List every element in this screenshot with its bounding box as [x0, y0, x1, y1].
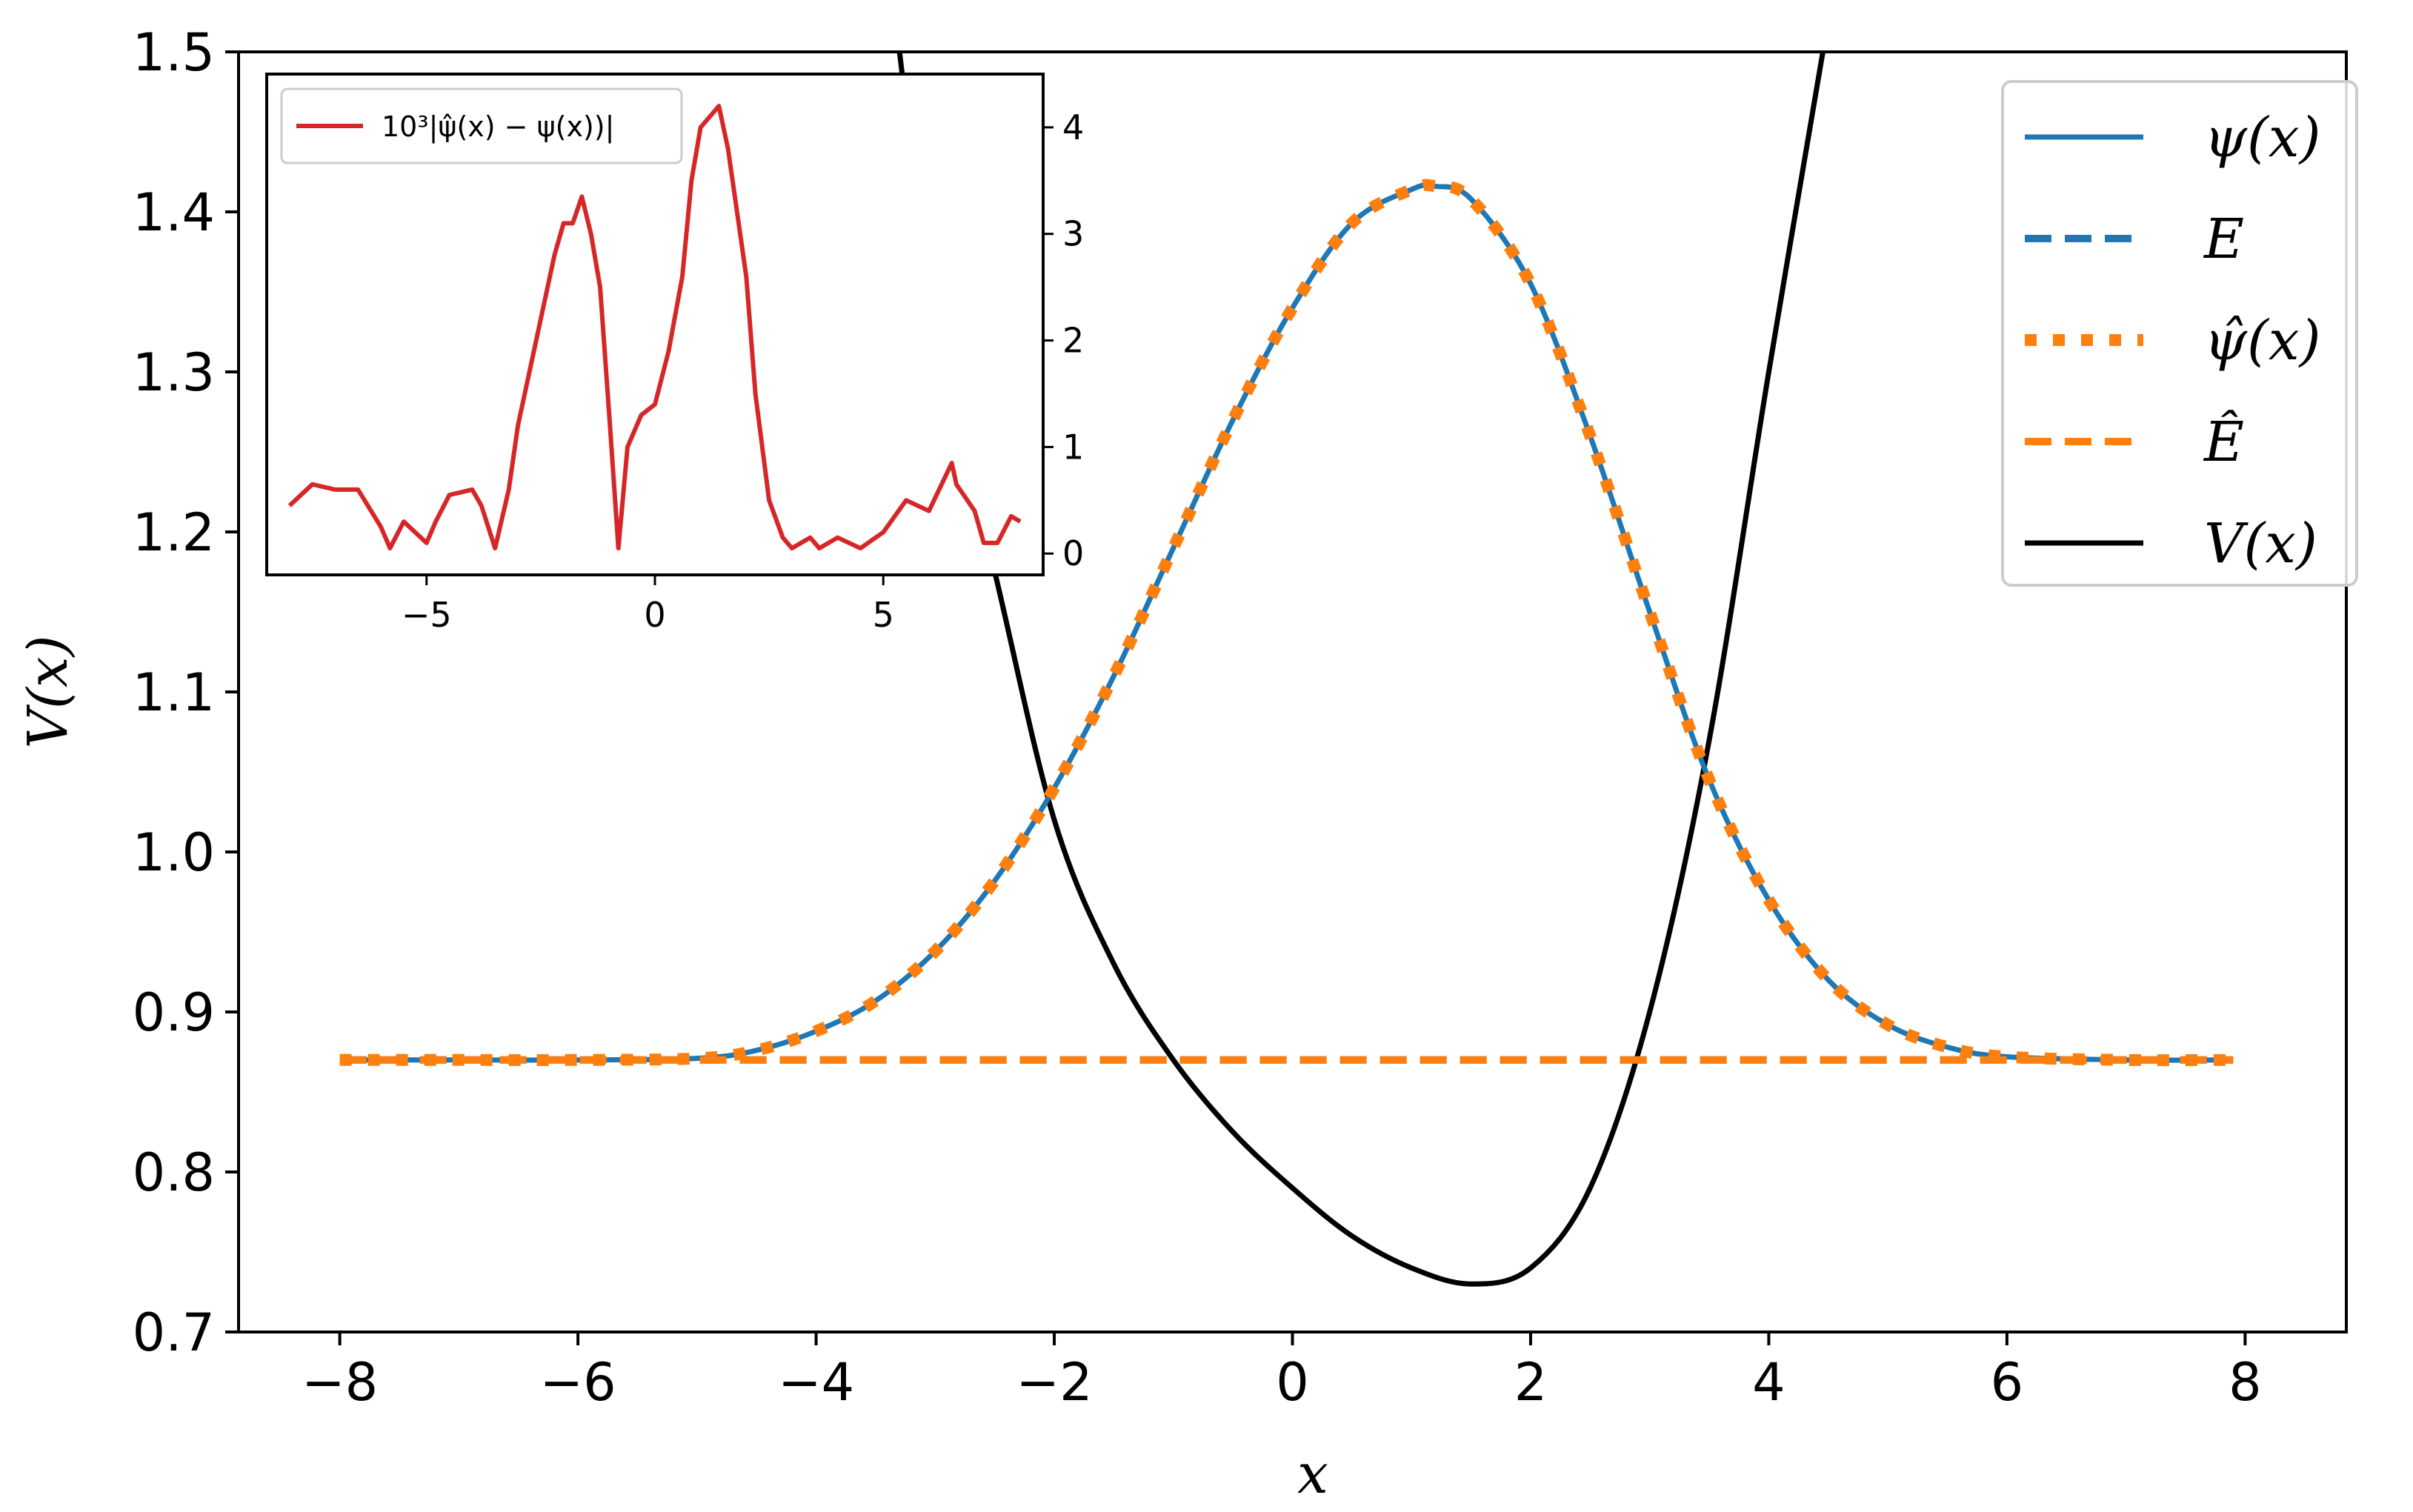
inset-legend-label: 10³|ψ̂(x) − ψ(x))|: [382, 110, 614, 144]
main-y-tick-label: 1.3: [133, 342, 215, 403]
inset-legend: 10³|ψ̂(x) − ψ(x))|: [280, 87, 683, 164]
main-series-line-0: [339, 182, 2234, 1063]
inset-series-line-0: [287, 104, 1022, 551]
main-x-tick-label: 4: [1752, 1352, 1785, 1413]
main-y-axis-label: V(x): [16, 636, 80, 749]
main-y-tick-label: 1.2: [133, 502, 215, 563]
main-x-tick-label: 0: [1276, 1352, 1309, 1413]
main-y-tick-label: 1.4: [133, 182, 215, 243]
inset-y-tick-label: 2: [1062, 321, 1084, 361]
inset-x-tick-label: 0: [644, 595, 665, 635]
main-legend-label: Ê: [2203, 409, 2244, 474]
main-x-tick-label: 2: [1514, 1352, 1548, 1413]
inset-y-tick-label: 1: [1062, 427, 1084, 467]
main-x-tick-label: 6: [1991, 1352, 2024, 1413]
inset-x-ticks: −5 0 5: [402, 575, 894, 635]
main-y-tick-label: 0.9: [133, 982, 215, 1043]
main-legend-frame: [2001, 80, 2358, 587]
main-legend-label: E: [2203, 207, 2244, 271]
main-legend-entries: ψ(x) Eψ̂(x) Ê V(x): [2025, 106, 2321, 576]
main-y-tick-label: 0.8: [133, 1142, 215, 1203]
main-legend-label: ψ(x): [2204, 106, 2321, 170]
inset-y-tick-label: 3: [1062, 214, 1084, 254]
main-series-line-4: [896, 52, 1826, 1287]
main-x-axis-label: x: [1297, 1442, 1328, 1506]
main-x-tick-label: −2: [1016, 1352, 1092, 1413]
main-x-tick-label: −6: [539, 1352, 616, 1413]
main-legend-label: V(x): [2204, 512, 2317, 576]
main-y-tick-label: 1.0: [133, 822, 215, 883]
main-series-layer: [339, 52, 2234, 1287]
main-y-tick-label: 1.5: [133, 22, 215, 83]
inset-y-tick-label: 0: [1062, 533, 1084, 573]
inset-series-layer: [287, 104, 1022, 551]
inset-x-tick-label: −5: [402, 595, 452, 635]
main-y-tick-label: 0.7: [133, 1302, 215, 1363]
main-x-tick-label: 8: [2229, 1352, 2262, 1413]
inset-legend-frame: [280, 87, 683, 164]
main-y-tick-label: 1.1: [133, 662, 215, 723]
main-x-tick-label: −8: [302, 1352, 378, 1413]
inset-y-tick-label: 4: [1062, 107, 1084, 147]
main-x-tick-label: −4: [778, 1352, 854, 1413]
main-y-ticks: 0.7 0.8 0.9 1.0 1.1 1.2 1.3 1.4 1.5: [133, 22, 239, 1363]
inset-y-ticks: 0 1 2 3 4: [1043, 107, 1084, 573]
main-legend-label: ψ̂(x): [2204, 309, 2321, 373]
main-legend: ψ(x) Eψ̂(x) Ê V(x): [2001, 80, 2358, 587]
inset-x-tick-label: 5: [873, 595, 894, 635]
main-x-ticks: −8 −6 −4 −2 0 2 4 6 8: [302, 1332, 2262, 1413]
